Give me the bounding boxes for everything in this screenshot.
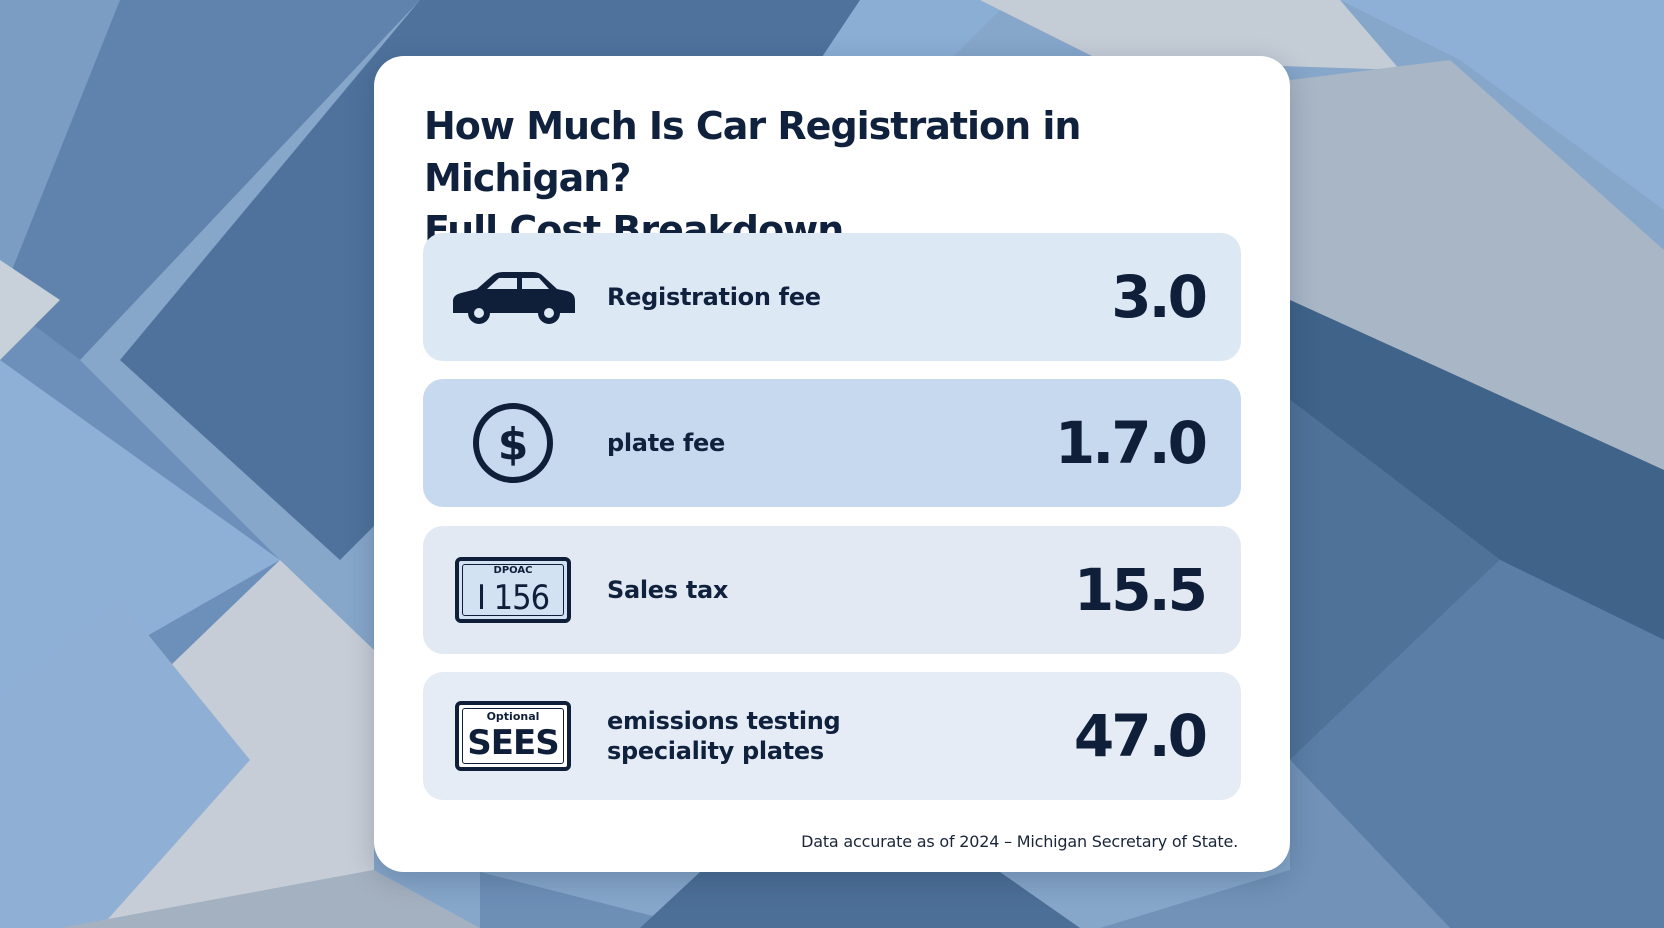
cost-row-sales-tax: DPOAC I 156 Sales tax 15.5 (423, 526, 1241, 654)
car-icon (447, 257, 579, 337)
registration-fee-value: 3.0 (1111, 263, 1208, 331)
dollar-icon: $ (447, 403, 579, 483)
plate-top-text: DPOAC (493, 565, 533, 576)
cost-row-label: plate fee (607, 379, 987, 507)
plate-fee-value: 1.7.0 (1054, 409, 1208, 477)
emissions-testing-label: emissions testing (607, 707, 841, 735)
sales-tax-value: 15.5 (1073, 556, 1208, 624)
plate-number-text: I 156 (476, 578, 550, 618)
cost-breakdown-card: How Much Is Car Registration in Michigan… (374, 56, 1290, 872)
svg-text:$: $ (498, 419, 529, 470)
source-footnote: Data accurate as of 2024 – Michigan Secr… (801, 832, 1238, 851)
cost-row-plate-fee: $ plate fee 1.7.0 (423, 379, 1241, 507)
speciality-plates-label: speciality plates (607, 737, 824, 765)
cost-row-label: emissions testing speciality plates (607, 672, 987, 800)
plate-number-text: SEES (467, 723, 559, 763)
license-plate-icon: DPOAC I 156 (447, 550, 579, 630)
emissions-speciality-value: 47.0 (1073, 702, 1208, 770)
plate-fee-label: plate fee (607, 429, 726, 457)
cost-row-label: Registration fee (607, 233, 987, 361)
registration-fee-label: Registration fee (607, 283, 821, 311)
cost-row-emissions-speciality: Optional SEES emissions testing speciali… (423, 672, 1241, 800)
specialty-plate-icon: Optional SEES (447, 696, 579, 776)
plate-top-text: Optional (486, 710, 540, 723)
cost-row-registration-fee: Registration fee 3.0 (423, 233, 1241, 361)
sales-tax-label: Sales tax (607, 576, 729, 604)
title-line-1: How Much Is Car Registration in Michigan… (424, 104, 1082, 200)
cost-row-label: Sales tax (607, 526, 987, 654)
